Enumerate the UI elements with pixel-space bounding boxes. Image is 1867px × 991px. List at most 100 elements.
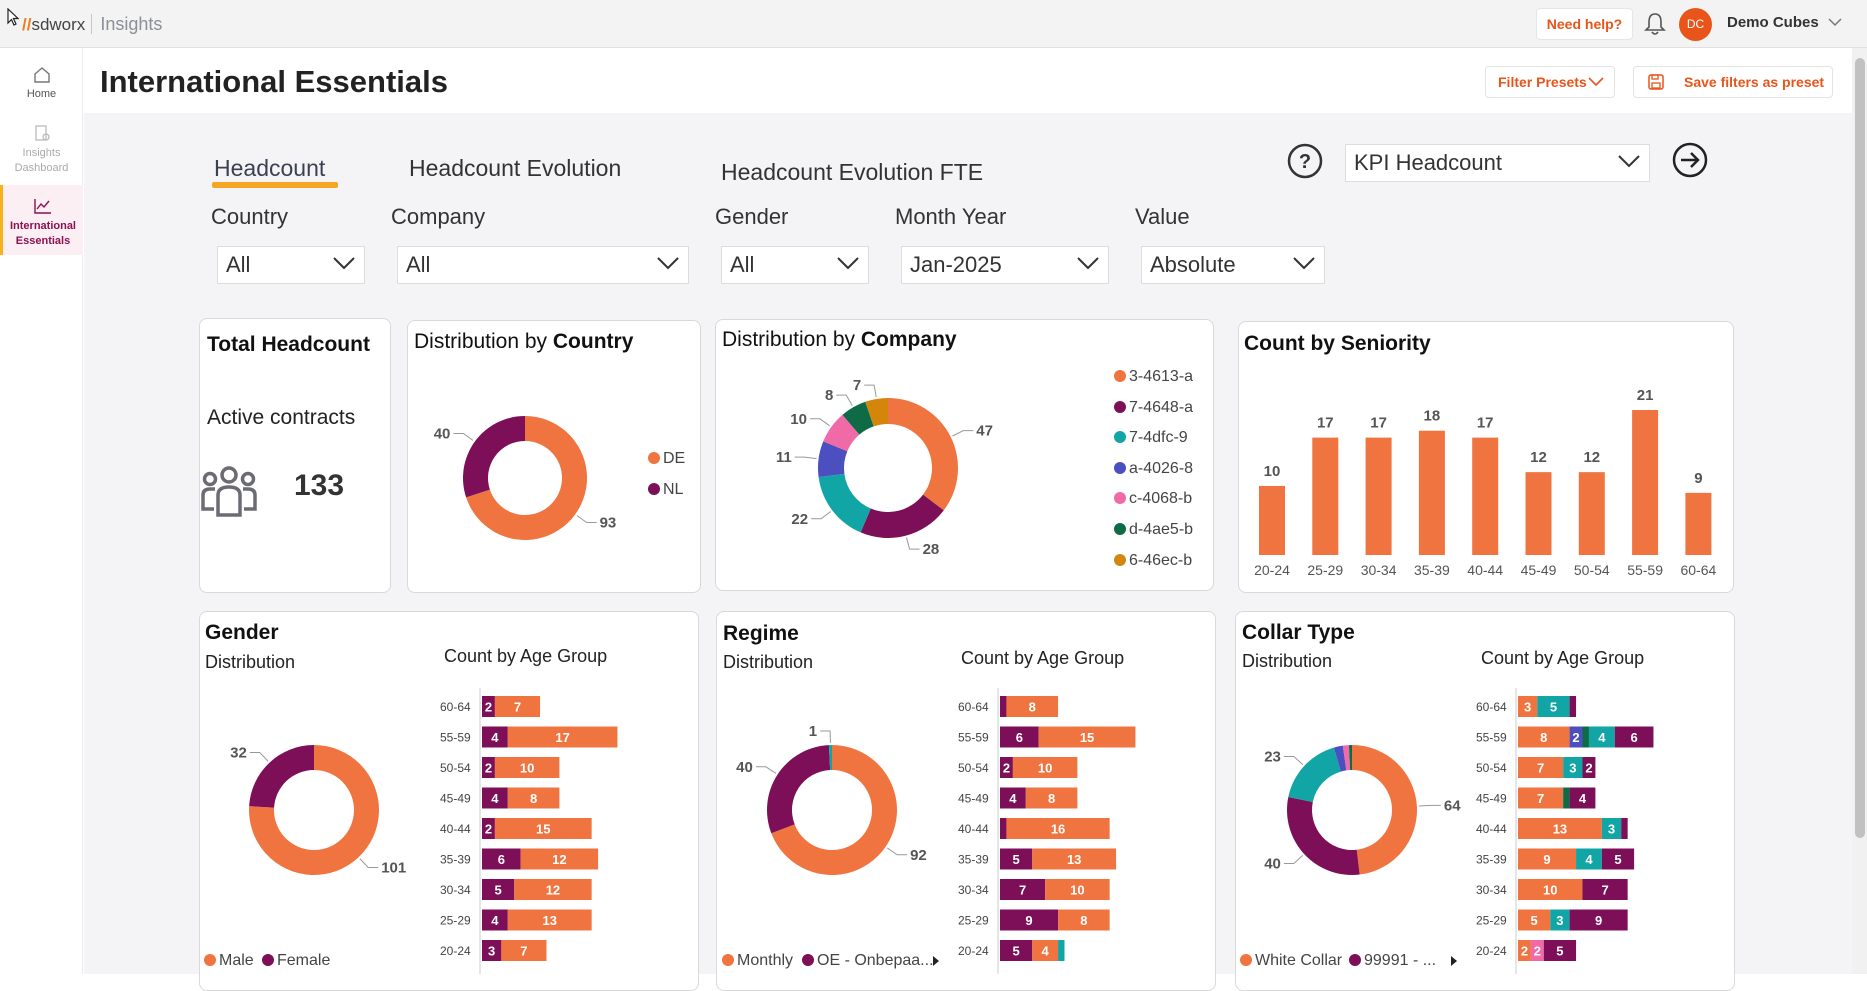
- bar[interactable]: [1418, 430, 1445, 555]
- arrow-right-circle-icon[interactable]: [1671, 141, 1709, 179]
- bar-segment[interactable]: [1569, 909, 1628, 931]
- pie-slice[interactable]: [1352, 745, 1417, 875]
- pie-slice[interactable]: [818, 441, 848, 478]
- sidebar-item-home[interactable]: Home: [0, 66, 83, 116]
- pie-slice[interactable]: [1333, 745, 1347, 772]
- bar-segment[interactable]: [1518, 787, 1564, 809]
- bar-segment[interactable]: [482, 757, 495, 778]
- filter-presets-button[interactable]: Filter Presets: [1485, 66, 1615, 98]
- legend-item[interactable]: 7-4dfc-9: [1114, 429, 1193, 460]
- pie-slice[interactable]: [828, 745, 832, 771]
- pie-slice[interactable]: [1288, 747, 1341, 803]
- bar-segment[interactable]: [1000, 909, 1059, 931]
- bell-icon[interactable]: [1644, 12, 1666, 36]
- bar-segment[interactable]: [507, 726, 618, 748]
- legend-next-icon[interactable]: [932, 955, 940, 967]
- bar-segment[interactable]: [1569, 787, 1596, 809]
- bar-segment[interactable]: [1038, 726, 1136, 748]
- bar-segment[interactable]: [1000, 696, 1007, 717]
- gender-select[interactable]: All: [721, 246, 869, 284]
- scrollbar-thumb[interactable]: [1855, 58, 1865, 838]
- bar-segment[interactable]: [1582, 726, 1589, 748]
- chevron-down-icon[interactable]: [1828, 17, 1842, 27]
- bar-segment[interactable]: [482, 909, 508, 931]
- legend-item[interactable]: White Collar: [1240, 952, 1342, 970]
- bar-segment[interactable]: [1000, 848, 1033, 870]
- bar[interactable]: [1365, 437, 1392, 555]
- need-help-button[interactable]: Need help?: [1536, 8, 1633, 40]
- bar[interactable]: [1578, 472, 1605, 555]
- bar-segment[interactable]: [1032, 940, 1059, 961]
- bar-segment[interactable]: [507, 787, 560, 809]
- bar-segment[interactable]: [1006, 696, 1059, 717]
- legend-item[interactable]: c-4068-b: [1114, 490, 1193, 521]
- pie-slice[interactable]: [767, 745, 831, 834]
- bar-segment[interactable]: [1601, 818, 1622, 839]
- sidebar-item-international-essentials[interactable]: International Essentials: [0, 185, 83, 255]
- bar-segment[interactable]: [482, 696, 495, 717]
- pie-slice[interactable]: [771, 745, 897, 875]
- bar-segment[interactable]: [1550, 909, 1570, 931]
- bar-segment[interactable]: [1530, 940, 1544, 961]
- bar[interactable]: [1525, 472, 1552, 555]
- bar-segment[interactable]: [1518, 757, 1564, 778]
- bar-segment[interactable]: [482, 818, 495, 839]
- bar-segment[interactable]: [1058, 940, 1065, 961]
- legend-item[interactable]: OE - Onbepaa...: [802, 952, 934, 970]
- pie-slice[interactable]: [865, 398, 888, 427]
- tab-headcount-evolution[interactable]: Headcount Evolution: [409, 155, 622, 181]
- legend-item[interactable]: d-4ae5-b: [1114, 521, 1193, 552]
- bar-segment[interactable]: [520, 848, 599, 870]
- bar-segment[interactable]: [1000, 757, 1013, 778]
- bar-segment[interactable]: [1012, 757, 1078, 778]
- legend-item[interactable]: a-4026-8: [1114, 460, 1193, 491]
- bar-segment[interactable]: [482, 787, 508, 809]
- avatar[interactable]: DC: [1679, 8, 1712, 41]
- bar-segment[interactable]: [1582, 757, 1596, 778]
- bar-segment[interactable]: [1518, 818, 1602, 839]
- bar-segment[interactable]: [1045, 879, 1110, 900]
- pie-slice[interactable]: [463, 416, 525, 498]
- legend-item[interactable]: Female: [262, 952, 330, 970]
- pie-slice[interactable]: [466, 416, 587, 540]
- legend-item[interactable]: 99991 - ...: [1349, 952, 1436, 970]
- bar-segment[interactable]: [1518, 909, 1551, 931]
- bar-segment[interactable]: [1000, 726, 1039, 748]
- bar-segment[interactable]: [1058, 909, 1110, 931]
- legend-item[interactable]: 7-4648-a: [1114, 399, 1193, 430]
- pie-slice[interactable]: [818, 473, 871, 533]
- bar-segment[interactable]: [1543, 940, 1577, 961]
- pie-slice[interactable]: [888, 398, 958, 511]
- bar-segment[interactable]: [501, 940, 547, 961]
- sidebar-item-insights-dashboard[interactable]: Insights Dashboard: [0, 124, 83, 224]
- bar-segment[interactable]: [1537, 696, 1570, 717]
- bar-segment[interactable]: [482, 940, 502, 961]
- bar-segment[interactable]: [1601, 848, 1635, 870]
- pie-slice[interactable]: [842, 401, 874, 435]
- tab-headcount[interactable]: Headcount: [214, 155, 326, 181]
- bar[interactable]: [1685, 492, 1712, 555]
- value-select[interactable]: Absolute: [1141, 246, 1325, 284]
- bar-segment[interactable]: [1000, 879, 1046, 900]
- bar-segment[interactable]: [494, 696, 541, 717]
- bar-segment[interactable]: [1025, 787, 1078, 809]
- bar-segment[interactable]: [482, 848, 521, 870]
- legend-item[interactable]: 3-4613-a: [1114, 368, 1193, 399]
- pie-slice[interactable]: [1348, 745, 1352, 771]
- bar-segment[interactable]: [482, 879, 515, 900]
- bar-segment[interactable]: [1518, 879, 1583, 900]
- bar-segment[interactable]: [1576, 848, 1602, 870]
- bar[interactable]: [1632, 410, 1659, 555]
- bar-segment[interactable]: [1518, 696, 1538, 717]
- bar-segment[interactable]: [1621, 818, 1628, 839]
- pie-slice[interactable]: [823, 414, 860, 452]
- bar-segment[interactable]: [1563, 787, 1570, 809]
- company-select[interactable]: All: [397, 246, 689, 284]
- save-filters-button[interactable]: Save filters as preset: [1633, 66, 1833, 98]
- bar-segment[interactable]: [1518, 940, 1531, 961]
- bar-segment[interactable]: [1563, 757, 1583, 778]
- bar-segment[interactable]: [1614, 726, 1654, 748]
- user-name[interactable]: Demo Cubes: [1727, 14, 1819, 31]
- month-year-select[interactable]: Jan-2025: [901, 246, 1109, 284]
- brand-logo[interactable]: //sdworx Insights: [22, 14, 163, 34]
